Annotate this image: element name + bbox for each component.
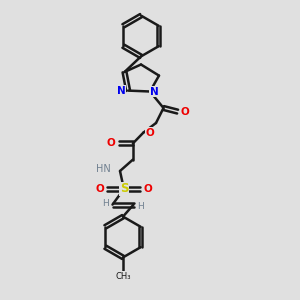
Text: O: O: [146, 128, 154, 138]
Text: HN: HN: [96, 164, 110, 174]
Text: S: S: [120, 182, 128, 196]
Text: H: H: [102, 199, 109, 208]
Text: N: N: [150, 86, 159, 97]
Text: O: O: [180, 106, 189, 117]
Text: O: O: [106, 138, 115, 148]
Text: N: N: [117, 85, 126, 96]
Text: O: O: [144, 184, 153, 194]
Text: CH₃: CH₃: [115, 272, 131, 281]
Text: O: O: [95, 184, 104, 194]
Text: H: H: [137, 202, 144, 211]
